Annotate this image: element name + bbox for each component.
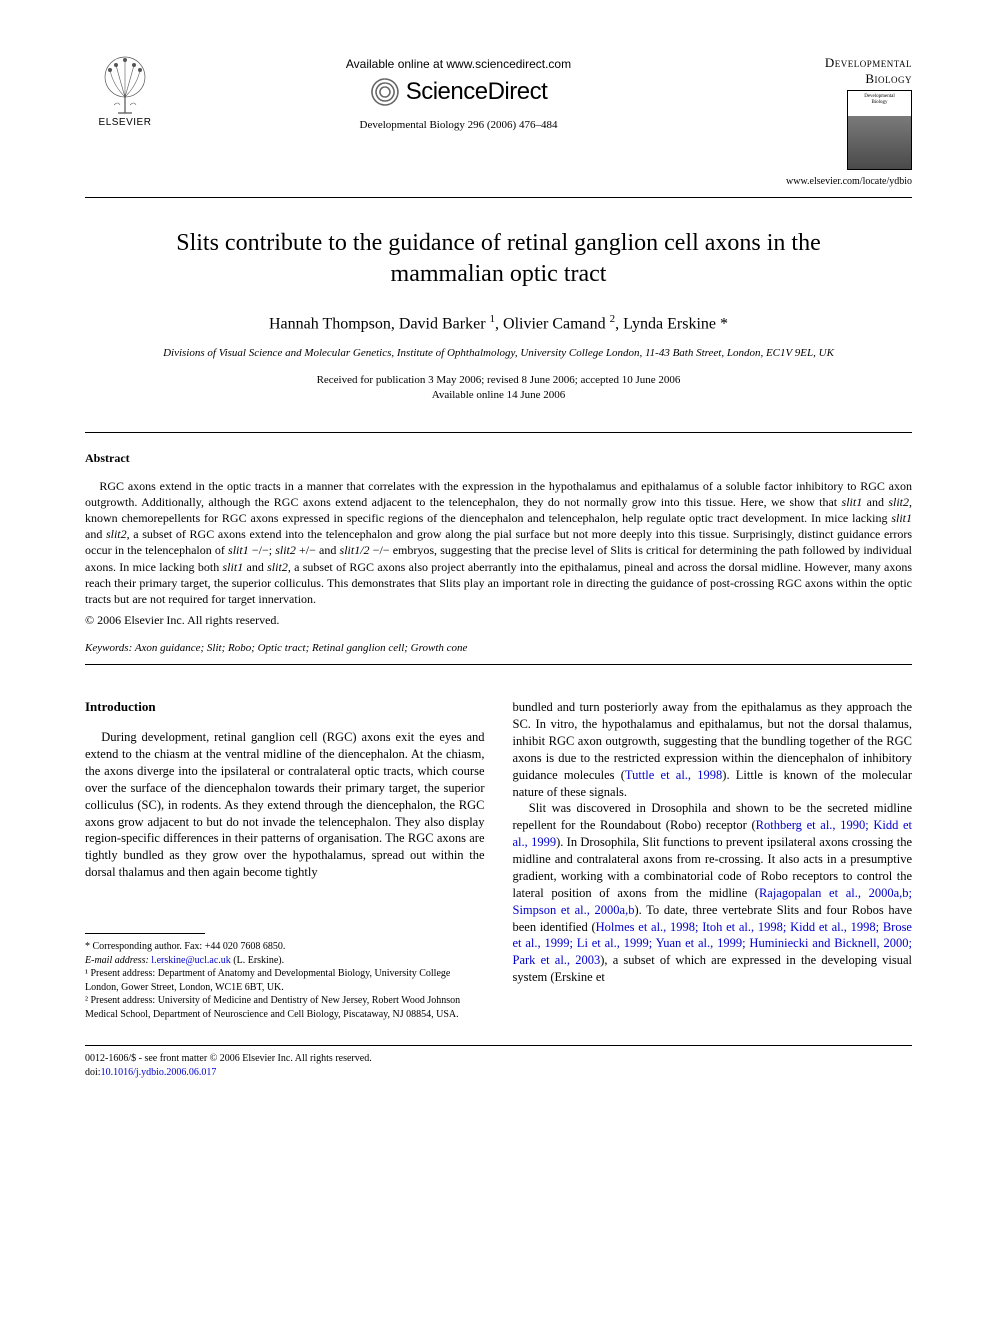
article-title: Slits contribute to the guidance of reti…: [125, 228, 872, 290]
elsevier-tree-icon: [98, 55, 153, 115]
abstract-body: RGC axons extend in the optic tracts in …: [85, 478, 912, 608]
introduction-heading: Introduction: [85, 699, 485, 715]
received-date: Received for publication 3 May 2006; rev…: [317, 374, 681, 386]
header-rule: [85, 197, 912, 198]
journal-block: Developmental Biology DevelopmentalBiolo…: [752, 55, 912, 187]
article-dates: Received for publication 3 May 2006; rev…: [85, 373, 912, 404]
journal-title: Developmental Biology: [752, 55, 912, 86]
email-footnote: E-mail address: l.erskine@ucl.ac.uk (L. …: [85, 954, 485, 968]
doi-label: doi:: [85, 1067, 101, 1078]
body-columns: Introduction During development, retinal…: [85, 699, 912, 1021]
doi-link[interactable]: 10.1016/j.ydbio.2006.06.017: [101, 1067, 217, 1078]
right-column: bundled and turn posteriorly away from t…: [513, 699, 913, 1021]
intro-para-3: Slit was discovered in Drosophila and sh…: [513, 800, 913, 986]
journal-title-line1: Developmental: [825, 55, 912, 70]
center-header: Available online at www.sciencedirect.co…: [165, 55, 752, 131]
abstract-heading: Abstract: [85, 451, 912, 466]
email-link[interactable]: l.erskine@ucl.ac.uk: [151, 955, 230, 966]
publisher-logo-block: ELSEVIER: [85, 55, 165, 128]
doi-line: doi:10.1016/j.ydbio.2006.06.017: [85, 1066, 912, 1080]
journal-reference: Developmental Biology 296 (2006) 476–484: [165, 119, 752, 131]
affiliation: Divisions of Visual Science and Molecula…: [85, 347, 912, 359]
footnote-2: ² Present address: University of Medicin…: [85, 994, 485, 1021]
abstract-bottom-rule: [85, 664, 912, 665]
keywords-values: Axon guidance; Slit; Robo; Optic tract; …: [132, 642, 467, 654]
email-suffix: (L. Erskine).: [231, 955, 284, 966]
available-date: Available online 14 June 2006: [432, 389, 566, 401]
email-label: E-mail address:: [85, 955, 149, 966]
footnote-1: ¹ Present address: Department of Anatomy…: [85, 967, 485, 994]
authors-line: Hannah Thompson, David Barker 1, Olivier…: [85, 313, 912, 333]
journal-title-line2: Biology: [865, 71, 912, 86]
issn-line: 0012-1606/$ - see front matter © 2006 El…: [85, 1052, 912, 1066]
keywords-line: Keywords: Axon guidance; Slit; Robo; Opt…: [85, 642, 912, 654]
footnote-rule: [85, 933, 205, 934]
abstract-top-rule: [85, 432, 912, 433]
sciencedirect-logo: ScienceDirect: [165, 77, 752, 107]
keywords-label: Keywords:: [85, 642, 132, 654]
publisher-label: ELSEVIER: [99, 117, 152, 128]
sciencedirect-swirl-icon: [370, 77, 400, 107]
intro-para-2: bundled and turn posteriorly away from t…: [513, 699, 913, 800]
journal-cover-title: DevelopmentalBiology: [848, 94, 911, 105]
intro-para-1: During development, retinal ganglion cel…: [85, 729, 485, 881]
footer-rule: [85, 1045, 912, 1046]
journal-cover-thumbnail: DevelopmentalBiology: [847, 90, 912, 170]
corresponding-author-footnote: * Corresponding author. Fax: +44 020 760…: [85, 940, 485, 954]
journal-url: www.elsevier.com/locate/ydbio: [752, 176, 912, 187]
journal-header: ELSEVIER Available online at www.science…: [85, 55, 912, 187]
copyright-line: © 2006 Elsevier Inc. All rights reserved…: [85, 613, 912, 628]
sciencedirect-text: ScienceDirect: [406, 78, 548, 106]
available-online-text: Available online at www.sciencedirect.co…: [165, 57, 752, 71]
left-column: Introduction During development, retinal…: [85, 699, 485, 1021]
